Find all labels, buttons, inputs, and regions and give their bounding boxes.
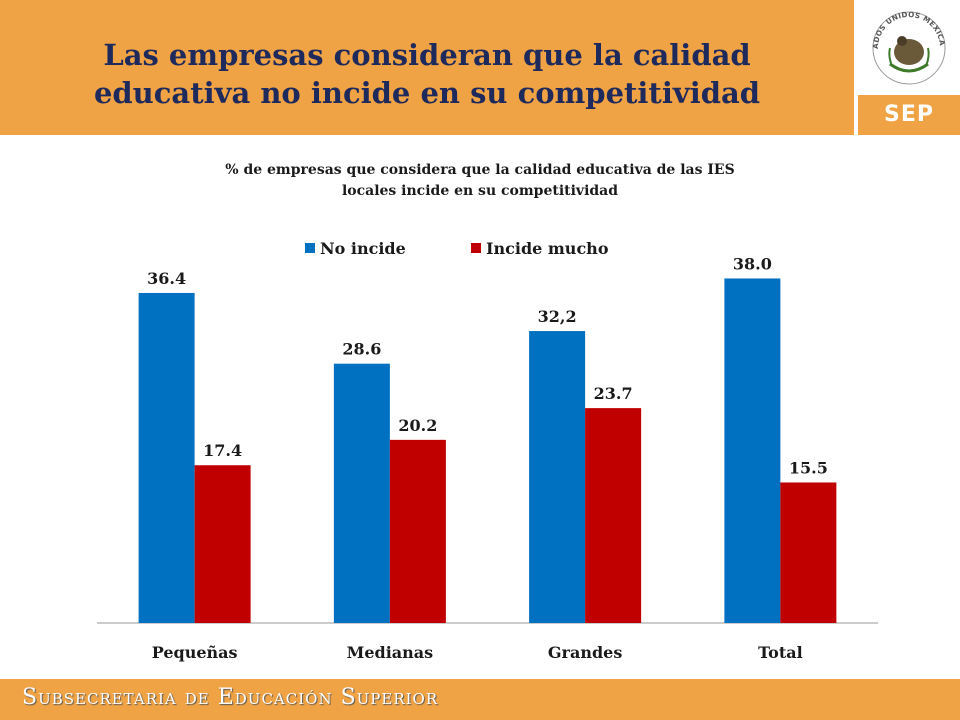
chart-title-line-1: % de empresas que considera que la calid… [225, 162, 735, 178]
bar-no-incide-4 [724, 278, 781, 623]
data-label: 23.7 [594, 384, 633, 403]
page-title-line-2: educativa no incide en su competitividad [93, 76, 761, 110]
legend-label: No incide [320, 239, 406, 258]
bar-incide-mucho-1 [194, 465, 251, 623]
data-label: 17.4 [203, 441, 242, 460]
legend-swatch [305, 243, 315, 253]
data-label: 32,2 [538, 307, 577, 326]
header-band: Las empresas consideran que la calidad e… [0, 0, 854, 135]
chart-title: % de empresas que considera que la calid… [130, 160, 830, 202]
mexican-seal-icon: ESTADOS UNIDOS MEXICANOS [868, 4, 947, 85]
x-tick-label: Total [758, 643, 803, 662]
footer-text: Subsecretaria de Educación Superior [22, 685, 439, 710]
footer-band: Subsecretaria de Educación Superior [0, 679, 960, 720]
legend-label: Incide mucho [486, 239, 609, 258]
page-title-line-1: Las empresas consideran que la calidad [103, 38, 751, 72]
data-label: 20.2 [398, 416, 437, 435]
bar-no-incide-3 [529, 331, 586, 623]
data-label: 36.4 [147, 269, 186, 288]
data-label: 15.5 [789, 458, 828, 477]
x-tick-label: Medianas [347, 643, 434, 662]
bar-no-incide-1 [138, 292, 195, 623]
logo-panel: ESTADOS UNIDOS MEXICANOS SEP [858, 0, 960, 135]
bar-incide-mucho-2 [389, 439, 446, 623]
page-title: Las empresas consideran que la calidad e… [0, 36, 854, 112]
bar-no-incide-2 [333, 363, 390, 623]
data-label: 38.0 [733, 254, 772, 273]
legend-swatch [471, 243, 481, 253]
sep-logo: SEP [858, 95, 960, 135]
bar-incide-mucho-3 [585, 408, 642, 623]
bar-chart: 36.4 17.4 Pequeñas 28.6 20.2 Medianas 32,2 23.7… [97, 239, 878, 662]
x-tick-label: Grandes [548, 643, 622, 662]
bar-incide-mucho-4 [780, 482, 837, 623]
data-label: 28.6 [342, 340, 381, 359]
chart-title-line-2: locales incide en su competitividad [341, 183, 619, 199]
x-tick-label: Pequeñas [152, 643, 238, 662]
